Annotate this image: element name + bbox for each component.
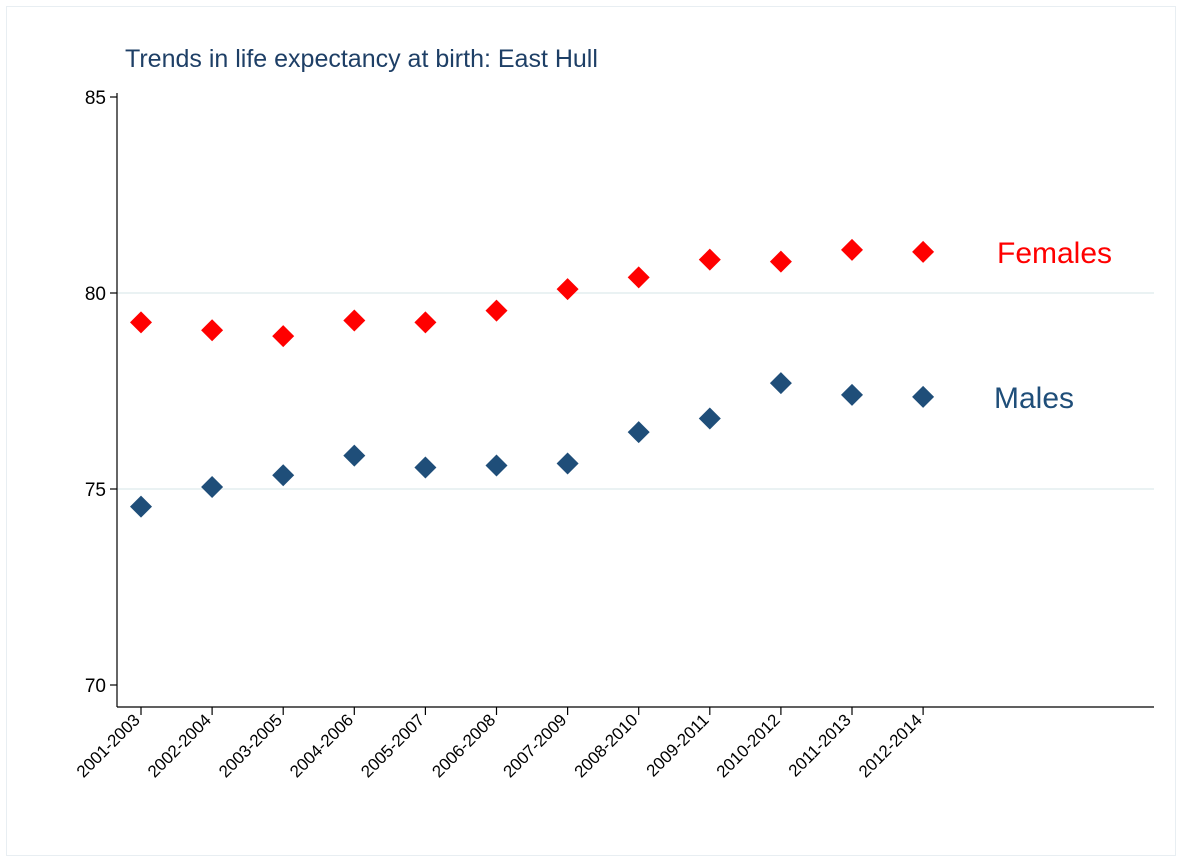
x-tick-label: 2006-2008 [428,710,499,781]
y-tick-label: 80 [85,284,106,305]
scatter-chart: Trends in life expectancy at birth: East… [73,45,1154,781]
x-tick-label: 2001-2003 [73,710,144,781]
females-point [414,311,437,334]
axes [116,93,1154,708]
females-point [343,309,366,332]
males-point [343,444,366,467]
females-point [272,325,295,348]
females-point [130,311,152,334]
females-point [912,240,935,263]
males-point [912,385,935,408]
x-tick-label: 2011-2013 [785,710,855,780]
males-point [841,383,863,406]
females-point [627,266,650,289]
x-tick-label: 2003-2005 [215,710,286,781]
x-tick-label: 2008-2010 [571,710,642,781]
females-label: Females [997,237,1112,270]
males-point [627,421,650,444]
data-points [130,238,935,518]
y-tick-label: 85 [85,88,106,109]
males-point [414,456,437,479]
x-tick-label: 2010-2012 [713,710,784,781]
males-point [130,495,152,518]
females-point [769,250,792,273]
series-labels: Females Males [994,237,1112,415]
x-tick-label: 2004-2006 [286,710,357,781]
grid-lines [117,292,1154,490]
x-tick-label: 2007-2009 [499,710,570,781]
males-point [201,476,224,499]
females-point [841,238,863,261]
x-tick-label: 2005-2007 [357,710,428,781]
females-point [556,278,579,301]
males-point [485,454,508,477]
males-label: Males [994,382,1074,415]
y-axis-ticks: 70 75 80 85 [85,88,117,697]
females-point [698,248,721,271]
y-tick-label: 75 [85,480,106,501]
males-point [556,452,579,475]
y-tick-label: 70 [85,676,106,697]
chart-title: Trends in life expectancy at birth: East… [125,45,598,73]
chart-frame: Trends in life expectancy at birth: East… [6,6,1176,856]
x-tick-label: 2002-2004 [144,710,215,781]
x-tick-label: 2012-2014 [855,710,926,781]
males-point [769,372,792,395]
males-point [698,407,721,430]
x-axis-ticks: 2001-2003 2002-2004 2003-2005 2004-2006 2005… [73,707,926,781]
females-point [201,319,224,342]
females-point [485,299,508,322]
x-tick-label: 2009-2011 [643,710,713,780]
males-point [272,464,295,487]
